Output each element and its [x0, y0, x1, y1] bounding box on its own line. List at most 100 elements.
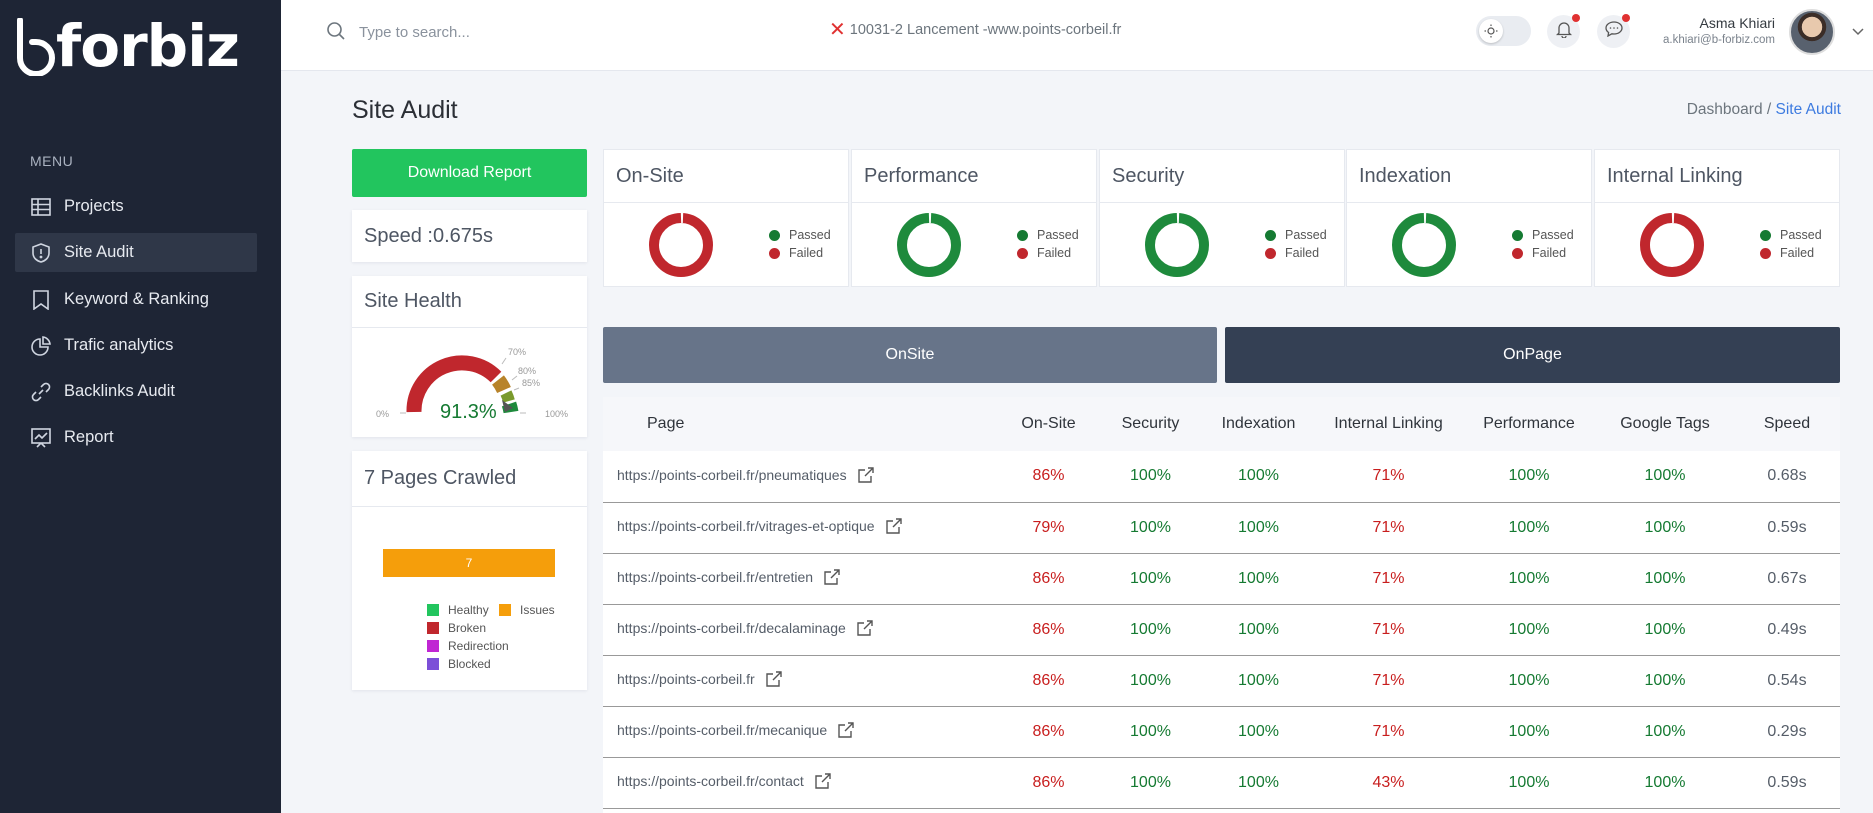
- search-input[interactable]: [359, 19, 659, 45]
- legend-failed[interactable]: Failed: [1760, 246, 1814, 260]
- logo-mark-icon: [17, 18, 55, 76]
- legend-passed[interactable]: Passed: [1512, 228, 1574, 242]
- legend-label: Failed: [1037, 246, 1072, 260]
- score-card-on-site: On-Site Passed Failed: [603, 149, 849, 287]
- cell-speed: 0.67s: [1734, 553, 1840, 605]
- breadcrumb-dashboard[interactable]: Dashboard: [1686, 101, 1763, 118]
- cell-security: 100%: [1099, 706, 1202, 758]
- cell-security: 100%: [1099, 604, 1202, 656]
- theme-toggle[interactable]: [1476, 16, 1531, 46]
- brand-logo[interactable]: forbiz: [14, 16, 259, 76]
- avatar[interactable]: [1789, 9, 1835, 55]
- legend-label: Failed: [1532, 246, 1567, 260]
- download-report-button[interactable]: Download Report: [352, 149, 587, 197]
- legend-label: Passed: [1285, 228, 1327, 242]
- cell-security: 100%: [1099, 451, 1202, 503]
- legend-redirection[interactable]: Redirection: [427, 639, 509, 653]
- column-header-google-tags[interactable]: Google Tags: [1596, 397, 1734, 451]
- pages-crawled-title: 7 Pages Crawled: [352, 451, 587, 507]
- legend-passed[interactable]: Passed: [1017, 228, 1079, 242]
- legend-healthy[interactable]: Healthy: [427, 603, 489, 617]
- page-url-link[interactable]: https://points-corbeil.fr/mecanique: [617, 722, 828, 739]
- external-link-icon[interactable]: [814, 772, 832, 793]
- tab-onpage[interactable]: OnPage: [1225, 327, 1840, 383]
- sidebar-item-backlinks-audit[interactable]: Backlinks Audit: [15, 372, 257, 411]
- table-row: https://points-corbeil.fr/vitrages-et-op…: [603, 502, 1840, 554]
- legend-failed[interactable]: Failed: [1265, 246, 1319, 260]
- cell-google-tags: 100%: [1596, 553, 1734, 605]
- legend-issues[interactable]: Issues: [499, 603, 555, 617]
- cell-page: https://points-corbeil.fr/entretien: [603, 553, 998, 605]
- cell-on-site: 86%: [998, 757, 1099, 809]
- legend-failed[interactable]: Failed: [769, 246, 823, 260]
- external-link-icon[interactable]: [765, 670, 783, 691]
- column-header-speed[interactable]: Speed: [1734, 397, 1840, 451]
- performance-donut: [897, 212, 961, 277]
- page-url-link[interactable]: https://points-corbeil.fr/vitrages-et-op…: [617, 518, 875, 535]
- legend-broken[interactable]: Broken: [427, 621, 486, 635]
- search-icon[interactable]: [326, 21, 346, 46]
- score-card-title: Internal Linking: [1595, 150, 1839, 203]
- external-link-icon[interactable]: [823, 568, 841, 589]
- sidebar-item-report[interactable]: Report: [15, 418, 257, 457]
- column-header-on-site[interactable]: On-Site: [998, 397, 1099, 451]
- column-header-internal-linking[interactable]: Internal Linking: [1315, 397, 1462, 451]
- user-name[interactable]: Asma Khiari: [1699, 15, 1775, 31]
- external-link-icon[interactable]: [837, 721, 855, 742]
- legend-failed[interactable]: Failed: [1017, 246, 1071, 260]
- cell-internal-linking: 71%: [1315, 655, 1462, 707]
- page-url-link[interactable]: https://points-corbeil.fr: [617, 671, 755, 688]
- external-link-icon[interactable]: [857, 466, 875, 487]
- tab-onsite[interactable]: OnSite: [603, 327, 1217, 383]
- gauge-label-70: 70%: [508, 347, 526, 357]
- table-row: https://points-corbeil.fr 86% 100% 100% 71% 1…: [603, 655, 1840, 707]
- sidebar-item-site-audit[interactable]: Site Audit: [15, 233, 257, 272]
- table-row: https://points-corbeil.fr/contact 86% 100%…: [603, 757, 1840, 809]
- chevron-down-icon[interactable]: [1851, 24, 1865, 42]
- legend-dot: [1760, 229, 1771, 241]
- sun-icon: [1479, 19, 1503, 43]
- site-health-value: 91.3%: [440, 401, 497, 423]
- score-card-title: Indexation: [1347, 150, 1591, 203]
- notifications-button[interactable]: [1547, 14, 1580, 48]
- page-url-link[interactable]: https://points-corbeil.fr/decalaminage: [617, 620, 846, 637]
- sidebar-item-projects[interactable]: Projects: [15, 187, 257, 226]
- column-header-page[interactable]: Page: [603, 397, 998, 451]
- breadcrumb-current: Site Audit: [1775, 101, 1842, 118]
- score-card-indexation: Indexation Passed Failed: [1346, 149, 1592, 287]
- sidebar-item-keyword-ranking[interactable]: Keyword & Ranking: [15, 280, 257, 319]
- legend-passed[interactable]: Passed: [769, 228, 831, 242]
- legend-dot: [1512, 229, 1523, 241]
- cell-performance: 100%: [1462, 451, 1596, 503]
- legend-label: Issues: [520, 603, 555, 617]
- sidebar-item-trafic-analytics[interactable]: Trafic analytics: [15, 326, 257, 365]
- legend-blocked[interactable]: Blocked: [427, 657, 491, 671]
- external-link-icon[interactable]: [856, 619, 874, 640]
- legend-dot: [1017, 229, 1028, 241]
- project-selector[interactable]: ✕ 10031-2 Lancement -www.points-corbeil.…: [829, 20, 1121, 40]
- score-card-internal-linking: Internal Linking Passed Failed: [1594, 149, 1840, 287]
- cell-speed: 0.59s: [1734, 757, 1840, 809]
- sidebar-item-label: Backlinks Audit: [64, 382, 175, 400]
- cell-internal-linking: 71%: [1315, 553, 1462, 605]
- cell-performance: 100%: [1462, 655, 1596, 707]
- legend-passed[interactable]: Passed: [1760, 228, 1822, 242]
- page-url-link[interactable]: https://points-corbeil.fr/entretien: [617, 569, 814, 586]
- grid-icon: [30, 196, 52, 218]
- legend-passed[interactable]: Passed: [1265, 228, 1327, 242]
- cell-indexation: 100%: [1202, 706, 1315, 758]
- page-url-link[interactable]: https://points-corbeil.fr/pneumatiques: [617, 466, 847, 483]
- legend-failed[interactable]: Failed: [1512, 246, 1566, 260]
- cell-page: https://points-corbeil.fr/vitrages-et-op…: [603, 502, 998, 554]
- cell-on-site: 79%: [998, 502, 1099, 554]
- messages-button[interactable]: [1597, 14, 1630, 48]
- legend-dot: [1512, 247, 1523, 259]
- sidebar-item-label: Keyword & Ranking: [64, 290, 209, 308]
- sidebar-item-label: Report: [64, 428, 114, 446]
- column-header-indexation[interactable]: Indexation: [1202, 397, 1315, 451]
- page-url-link[interactable]: https://points-corbeil.fr/contact: [617, 773, 804, 790]
- close-icon[interactable]: ✕: [829, 19, 846, 41]
- external-link-icon[interactable]: [885, 517, 903, 538]
- column-header-security[interactable]: Security: [1099, 397, 1202, 451]
- column-header-performance[interactable]: Performance: [1462, 397, 1596, 451]
